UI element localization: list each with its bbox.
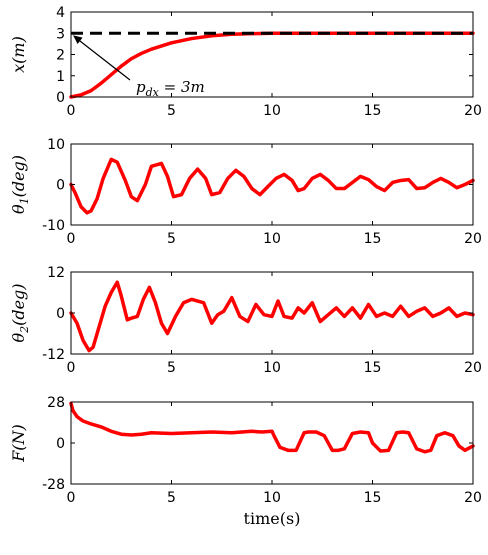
y-axis-label-3: θ2(deg) [9,283,31,342]
x-tick-label: 0 [67,103,76,119]
x-tick-label: 10 [263,360,281,376]
y-tick-label: 1 [56,69,65,85]
y-tick-label: 0 [56,90,65,106]
y-tick-label: 3 [56,26,65,42]
x-tick-label: 15 [364,360,382,376]
y-tick-label: -28 [42,477,65,493]
series-line-1-1 [69,31,475,99]
y-axis-label-4: F(N) [9,424,28,463]
x-axis-label: time(s) [244,509,301,528]
annotation-label: pdx = 3m [136,78,205,99]
y-tick-label: -10 [42,218,65,234]
x-tick-label: 5 [167,103,176,119]
x-tick-label: 15 [364,103,382,119]
series-line-2-1 [69,157,475,215]
x-tick-label: 20 [464,231,482,247]
y-tick-label: 0 [56,436,65,452]
y-axis-label-1: x(m) [9,36,28,73]
x-tick-label: 5 [167,360,176,376]
x-tick-label: 0 [67,360,76,376]
x-tick-label: 5 [167,231,176,247]
x-tick-label: 20 [464,490,482,506]
y-tick-label: 0 [56,178,65,194]
panel-1: 0 5 10 15 20 0 1 2 3 4 x(m) pdx = 3m [9,5,482,119]
y-tick-label: -12 [42,347,65,363]
x-tick-label: 10 [263,490,281,506]
x-tick-label: 15 [364,490,382,506]
series-line-4-1 [69,401,475,454]
x-tick-label: 0 [67,490,76,506]
x-tick-label: 20 [464,360,482,376]
y-tick-label: 28 [47,395,65,411]
x-tick-label: 0 [67,231,76,247]
y-tick-label: 2 [56,48,65,64]
x-tick-label: 5 [167,490,176,506]
y-tick-label: 10 [47,137,65,153]
x-tick-label: 15 [364,231,382,247]
annotation-arrow-line [78,39,131,81]
x-tick-label: 10 [263,231,281,247]
y-tick-label: 0 [56,306,65,322]
series-line-3-1 [69,280,475,353]
y-axis-label-2: θ1(deg) [9,155,31,214]
axes-box-1 [70,11,474,98]
x-tick-label: 10 [263,103,281,119]
annotation-arrow-head [73,35,83,44]
x-tick-label: 20 [464,103,482,119]
y-tick-label: 4 [56,5,65,21]
y-tick-label: 12 [47,265,65,281]
